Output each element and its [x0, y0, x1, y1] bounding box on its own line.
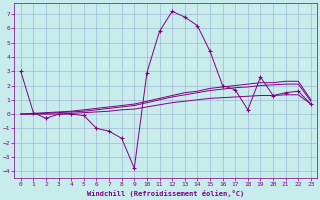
- X-axis label: Windchill (Refroidissement éolien,°C): Windchill (Refroidissement éolien,°C): [87, 190, 244, 197]
